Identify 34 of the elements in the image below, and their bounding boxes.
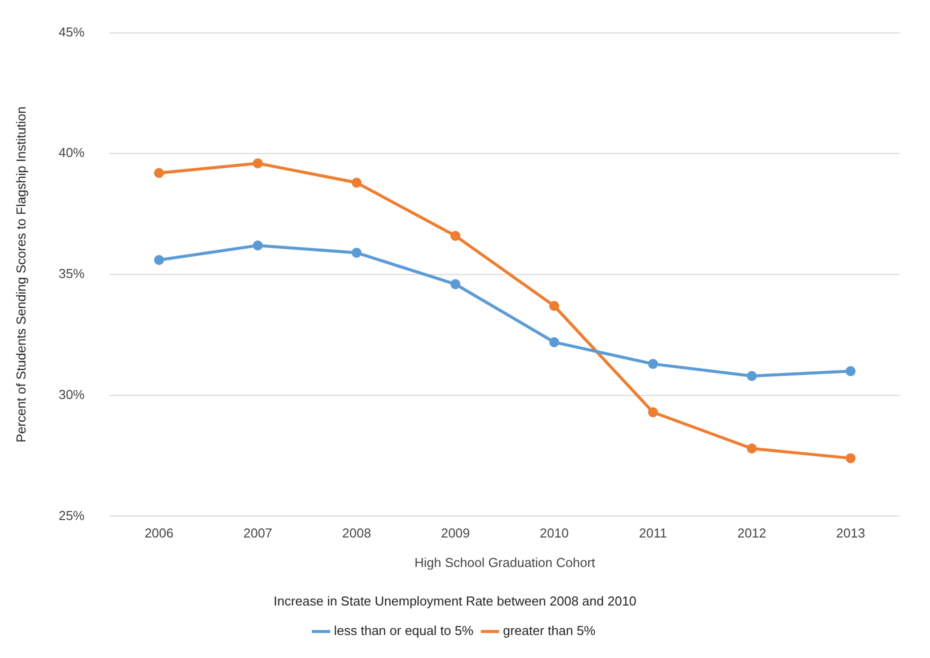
point bbox=[648, 407, 658, 418]
x-tick-label: 2010 bbox=[540, 526, 569, 541]
point bbox=[846, 366, 856, 376]
x-tick-label: 2012 bbox=[737, 526, 766, 541]
point bbox=[352, 248, 362, 258]
point bbox=[154, 255, 164, 265]
point bbox=[846, 453, 856, 464]
point bbox=[549, 300, 560, 311]
x-tick-label: 2013 bbox=[836, 526, 866, 541]
point bbox=[450, 279, 460, 290]
x-tick-label: 2009 bbox=[440, 526, 470, 541]
x-tick-label: 2006 bbox=[144, 526, 174, 541]
point bbox=[746, 444, 757, 454]
y-tick-label: 35% bbox=[58, 266, 86, 282]
legend-title: Increase in State Unemployment Rate between 2008 and 2010 bbox=[274, 593, 636, 608]
point bbox=[252, 158, 263, 168]
legend-label: less than or equal to 5% bbox=[334, 623, 474, 638]
x-tick-label: 2007 bbox=[243, 526, 272, 541]
y-axis-title: Percent of Students Sending Scores to Flagship Institution bbox=[13, 106, 28, 443]
point bbox=[549, 337, 560, 348]
point bbox=[252, 240, 263, 250]
y-tick-label: 45% bbox=[58, 24, 86, 40]
legend-label: greater than 5% bbox=[502, 623, 596, 638]
y-tick-label: 30% bbox=[58, 386, 86, 402]
point bbox=[154, 168, 164, 178]
y-tick-label: 25% bbox=[58, 508, 86, 523]
point bbox=[746, 371, 757, 382]
point bbox=[352, 178, 362, 188]
y-tick-label: 40% bbox=[58, 145, 86, 160]
x-tick-label: 2008 bbox=[342, 526, 372, 541]
x-axis-title: High School Graduation Cohort bbox=[414, 555, 596, 570]
point bbox=[648, 358, 658, 369]
point bbox=[450, 230, 460, 241]
x-tick-label: 2011 bbox=[639, 526, 667, 541]
